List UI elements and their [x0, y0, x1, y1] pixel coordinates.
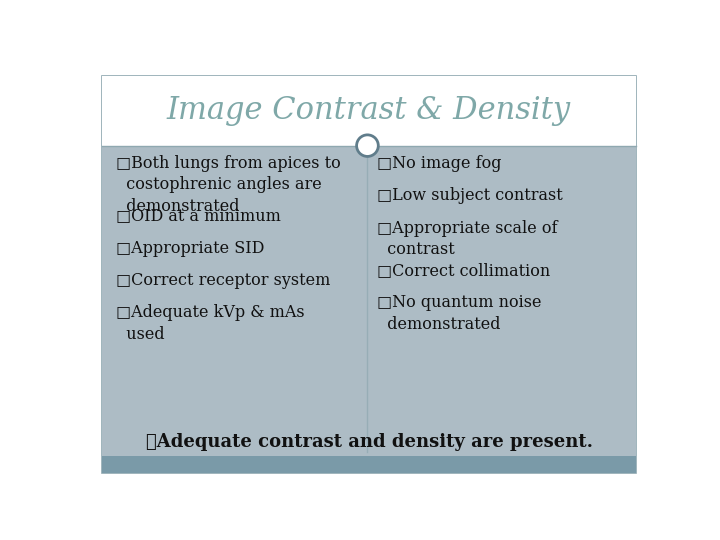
Text: □Correct collimation: □Correct collimation	[377, 262, 550, 279]
FancyBboxPatch shape	[102, 76, 636, 473]
Text: ❖Adequate contrast and density are present.: ❖Adequate contrast and density are prese…	[145, 433, 593, 451]
Text: □Both lungs from apices to
  costophrenic angles are
  demonstrated: □Both lungs from apices to costophrenic …	[116, 155, 341, 215]
FancyBboxPatch shape	[102, 146, 636, 473]
Text: □Low subject contrast: □Low subject contrast	[377, 187, 562, 204]
Text: □Appropriate SID: □Appropriate SID	[116, 240, 264, 256]
Text: □OID at a minimum: □OID at a minimum	[116, 207, 281, 224]
FancyBboxPatch shape	[102, 456, 636, 473]
FancyBboxPatch shape	[102, 76, 636, 146]
Text: □Adequate kVp & mAs
  used: □Adequate kVp & mAs used	[116, 304, 304, 343]
Text: □Correct receptor system: □Correct receptor system	[116, 272, 330, 289]
Text: □Appropriate scale of
  contrast: □Appropriate scale of contrast	[377, 220, 557, 258]
Text: Image Contrast & Density: Image Contrast & Density	[167, 96, 571, 126]
Text: □No image fog: □No image fog	[377, 155, 501, 172]
Circle shape	[356, 135, 378, 157]
Text: □No quantum noise
  demonstrated: □No quantum noise demonstrated	[377, 294, 541, 333]
